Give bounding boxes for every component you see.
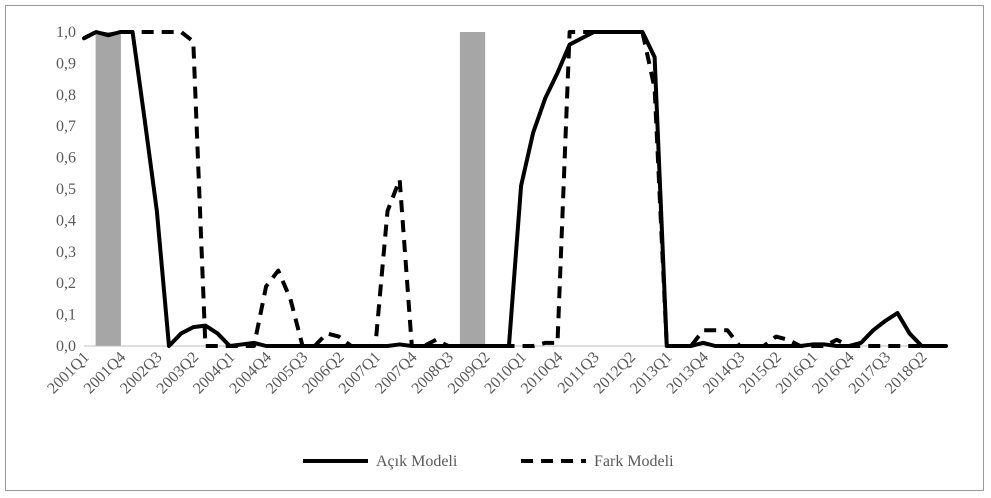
shaded-period-1 [95,32,121,346]
y-tick-label: 0,0 [56,338,76,355]
series-line-acik-modeli [82,30,948,348]
y-tick-label: 0,9 [56,55,76,72]
y-tick-label: 0,3 [56,244,76,261]
y-tick-label: 1,0 [56,24,76,41]
y-tick-label: 0,8 [56,87,76,104]
legend-label-2: Fark Modeli [594,453,674,470]
y-tick-label: 0,1 [56,307,76,324]
y-tick-label: 0,4 [56,212,76,229]
y-tick-label: 0,7 [56,118,76,135]
line-chart: 0,0 0,1 0,2 0,3 0,4 0,5 0,6 0,7 0,8 0,9 1,0 2001Q1… [44,24,948,470]
series-lines [82,30,948,348]
x-axis-ticks: 2001Q12001Q42002Q32003Q22004Q12004Q42005… [44,349,930,397]
shaded-period-2 [459,32,486,346]
shaded-periods [95,32,486,346]
y-tick-label: 0,6 [56,150,76,167]
y-axis-ticks: 0,0 0,1 0,2 0,3 0,4 0,5 0,6 0,7 0,8 0,9 1,0 [56,24,76,355]
legend-label-1: Açık Modeli [376,453,458,470]
y-tick-label: 0,5 [56,181,76,198]
legend: Açık Modeli Fark Modeli [303,453,674,470]
chart-frame: 0,0 0,1 0,2 0,3 0,4 0,5 0,6 0,7 0,8 0,9 1,0 2001Q1… [5,5,984,491]
series-line-fark-modeli [83,30,946,348]
y-tick-label: 0,2 [56,275,76,292]
